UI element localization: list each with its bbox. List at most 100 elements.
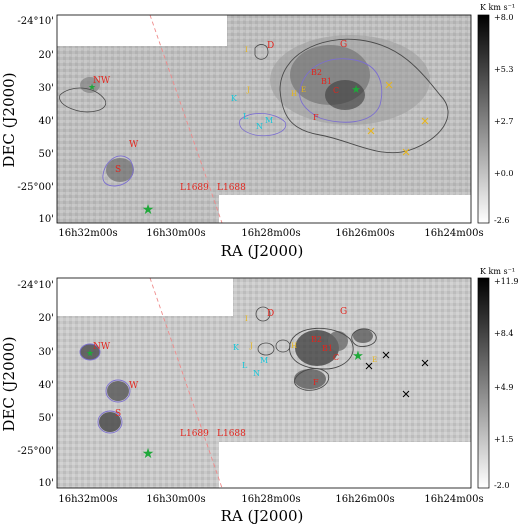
region-label: K [231, 94, 238, 103]
star-marker-icon: ★ [142, 202, 155, 218]
contour-inner [105, 379, 131, 403]
contour-outer [255, 306, 271, 322]
no-data-region [57, 278, 233, 316]
region-label: B2 [311, 68, 322, 77]
region-label: W [129, 381, 139, 391]
bottom-map [56, 277, 472, 489]
contour-outer [59, 87, 107, 113]
bottom-panel: ★ ★ ★ NW W S D G B2 B1 C F I J H E K L N… [0, 267, 519, 525]
contour-outer [254, 44, 269, 60]
region-label: L [243, 112, 249, 121]
colorbar-gradient [477, 277, 490, 489]
region-label: W [129, 140, 139, 150]
dec-tick-label: -25°00' [17, 182, 54, 193]
colorbar-tick: +1.5 [494, 435, 513, 444]
ra-tick-label: 16h30m00s [146, 494, 205, 505]
top-region-labels: NW W S D G B2 B1 C F I J H E K L N M L16… [93, 40, 347, 193]
region-label: B2 [311, 335, 322, 344]
colorbar-unit: K km s⁻¹ [480, 3, 515, 12]
colorbar-tick: +2.7 [494, 117, 513, 126]
cross-markers [367, 81, 429, 156]
bottom-ra-ticks: 16h32m00s 16h30m00s 16h28m00s 16h26m00s … [58, 494, 483, 505]
boundary-label: L1689 [180, 429, 209, 439]
cloud-boundary-line [149, 14, 223, 224]
ra-tick-label: 16h28m00s [241, 494, 300, 505]
boundary-label: L1688 [217, 429, 246, 439]
region-label: I [245, 46, 248, 54]
region-label: M [265, 116, 273, 125]
ra-tick-label: 16h32m00s [58, 494, 117, 505]
boundary-label: L1689 [180, 183, 209, 193]
region-label: C [333, 353, 339, 362]
region-label: N [253, 369, 260, 378]
dec-tick-label: 50' [39, 149, 54, 160]
region-label: S [115, 165, 121, 175]
contour-outer [289, 327, 354, 370]
x-axis-label: RA (J2000) [221, 242, 304, 260]
cross-markers [365, 351, 429, 398]
region-label: H [291, 342, 297, 350]
region-label: G [340, 307, 347, 317]
x-axis-label: RA (J2000) [221, 507, 304, 525]
colorbar-tick: +8.4 [494, 329, 513, 338]
star-marker-icon: ★ [142, 446, 155, 462]
top-dec-ticks: -24°10' 20' 30' 40' 50' -25°00' 10' [17, 16, 54, 225]
region-label: I [245, 315, 248, 323]
ra-tick-label: 16h24m00s [424, 228, 483, 239]
region-label: E [372, 356, 377, 364]
top-panel: ★ ★ ★ NW W S D G B2 B1 C F I J H E K L N… [0, 3, 515, 260]
region-label: M [260, 356, 268, 365]
contour-inner [239, 113, 287, 137]
colorbar-unit: K km s⁻¹ [480, 267, 515, 276]
top-map [56, 14, 472, 224]
bottom-dec-ticks: -24°10' 20' 30' 40' 50' -25°00' 10' [17, 280, 54, 489]
dec-tick-label: 30' [39, 83, 54, 94]
contour-inner [97, 410, 123, 434]
dec-tick-label: -24°10' [17, 16, 54, 27]
y-axis-label: DEC (J2000) [0, 72, 18, 167]
region-label: F [313, 113, 319, 122]
region-label: J [249, 342, 253, 350]
region-label: F [313, 378, 319, 387]
region-label: C [333, 86, 339, 95]
ra-tick-label: 16h26m00s [335, 494, 394, 505]
contour-outer [351, 328, 377, 347]
dec-tick-label: -25°00' [17, 446, 54, 457]
no-data-region [219, 195, 471, 223]
contour-outer [279, 38, 449, 154]
cloud-boundary-line [149, 277, 223, 489]
ra-tick-label: 16h32m00s [58, 228, 117, 239]
ra-tick-label: 16h30m00s [146, 228, 205, 239]
region-label: B1 [321, 77, 332, 86]
top-colorbar: K km s⁻¹ +8.0 +5.3 +2.7 +0.0 -2.6 [477, 3, 515, 225]
map-frame [56, 277, 472, 489]
region-label: B1 [322, 344, 333, 353]
colorbar-gradient [477, 14, 490, 224]
region-label: N [256, 122, 263, 131]
colorbar-tick: +0.0 [494, 169, 513, 178]
region-label: H [291, 90, 297, 98]
region-label: D [267, 309, 274, 319]
top-ra-ticks: 16h32m00s 16h30m00s 16h28m00s 16h26m00s … [58, 228, 483, 239]
region-label: NW [93, 342, 111, 352]
dec-tick-label: 40' [39, 116, 54, 127]
contour-outer [294, 368, 330, 391]
star-marker-icon: ★ [86, 349, 94, 359]
colorbar-tick: +5.3 [494, 65, 513, 74]
ra-tick-label: 16h24m00s [424, 494, 483, 505]
colorbar-tick: +8.0 [494, 13, 513, 22]
region-label: S [115, 409, 121, 419]
colorbar-tick: -2.0 [494, 481, 509, 490]
contour-inner [299, 58, 383, 123]
star-marker-icon: ★ [88, 83, 96, 93]
region-label: J [246, 86, 250, 94]
star-marker-icon: ★ [352, 349, 364, 364]
map-background [57, 15, 471, 223]
ra-tick-label: 16h26m00s [335, 228, 394, 239]
region-label: NW [93, 76, 111, 86]
bottom-colorbar: K km s⁻¹ +11.9 +8.4 +4.9 +1.5 -2.0 [477, 267, 519, 490]
boundary-label: L1688 [217, 183, 246, 193]
bottom-region-labels: NW W S D G B2 B1 C F I J H E K L N M L16… [93, 307, 377, 439]
y-axis-label: DEC (J2000) [0, 336, 18, 431]
dec-tick-label: -24°10' [17, 280, 54, 291]
